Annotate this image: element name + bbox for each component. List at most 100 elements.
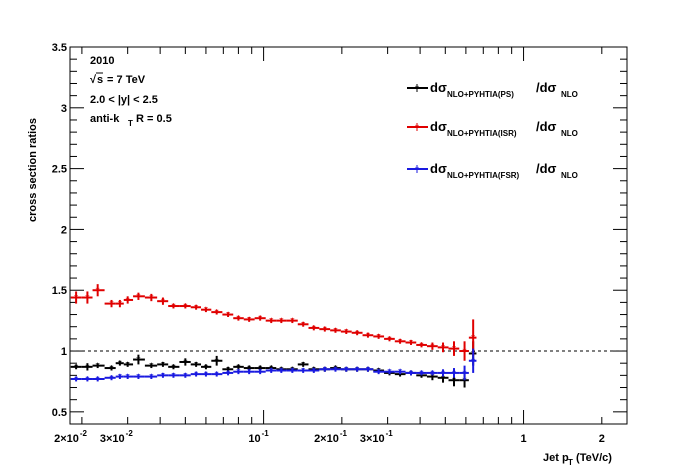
x-axis-title-unit: (TeV/c) — [573, 452, 612, 464]
point-marker: * — [462, 348, 467, 358]
data-point: * — [319, 366, 331, 376]
data-point: * — [340, 366, 352, 376]
point-marker: * — [355, 329, 360, 339]
point-marker: * — [183, 358, 188, 368]
data-point: * — [286, 367, 298, 377]
data-point: * — [168, 363, 180, 373]
legend-label-denominator-sub: NLO — [561, 90, 578, 99]
point-marker: * — [355, 366, 360, 376]
point-marker: * — [85, 363, 90, 373]
y-tick-label: 2.5 — [52, 164, 67, 176]
annotation-algo-main: anti-k — [90, 113, 120, 125]
point-marker: * — [183, 303, 188, 313]
data-point: * — [104, 374, 116, 384]
data-point: * — [179, 372, 191, 382]
data-point: * — [190, 304, 202, 314]
point-marker: * — [85, 294, 90, 304]
point-marker: * — [247, 368, 252, 378]
point-marker: * — [204, 363, 209, 373]
point-marker: * — [409, 339, 414, 349]
point-marker: * — [136, 356, 141, 366]
x-tick-label: 10 -1 — [248, 429, 269, 445]
x-tick-label-exponent: -1 — [262, 429, 270, 438]
point-marker: * — [149, 294, 154, 304]
data-point: * — [123, 361, 134, 371]
point-marker: * — [441, 344, 446, 354]
point-marker: * — [376, 333, 381, 343]
data-point: * — [437, 342, 449, 354]
x-tick-label: 3×10 -2 — [100, 429, 133, 445]
point-marker: * — [171, 303, 176, 313]
annotation-block: 2010 √ s = 7 TeV 2.0 < |y| < 2.5 anti-k … — [90, 55, 172, 128]
point-marker: * — [258, 368, 263, 378]
data-point: * — [104, 299, 116, 310]
data-point: * — [308, 324, 320, 334]
point-marker: * — [236, 315, 241, 325]
data-point: * — [426, 342, 438, 353]
data-point: * — [416, 369, 427, 379]
data-point: * — [211, 355, 223, 367]
annotation-energy-symbol: s — [97, 74, 103, 86]
data-point: * — [70, 291, 82, 304]
point-marker: * — [161, 361, 166, 371]
point-marker: * — [149, 373, 154, 383]
legend-marker: * — [415, 124, 420, 134]
data-point: * — [373, 368, 385, 378]
data-point: * — [81, 291, 93, 304]
x-tick-label: 1 — [520, 433, 526, 445]
data-point: * — [70, 363, 82, 373]
x-axis-title-main: Jet p — [543, 452, 569, 464]
data-point: * — [201, 371, 212, 381]
point-marker: * — [323, 366, 328, 376]
point-marker: * — [301, 367, 306, 377]
point-marker: * — [125, 373, 130, 383]
point-marker: * — [398, 338, 403, 348]
point-marker: * — [462, 377, 467, 387]
x-axis-title-sub: T — [568, 458, 573, 467]
point-marker: * — [118, 373, 123, 383]
data-point: * — [426, 369, 438, 379]
point-marker: * — [109, 300, 114, 310]
data-point: * — [92, 376, 105, 386]
y-tick-label: 3 — [61, 103, 67, 115]
data-point: * — [233, 368, 244, 378]
annotation-algorithm: anti-k T R = 0.5 — [90, 113, 172, 128]
point-marker: * — [452, 345, 457, 355]
data-point: * — [265, 367, 277, 377]
data-point: * — [254, 368, 266, 378]
point-marker: * — [194, 371, 199, 381]
legend-label-denominator: /dσ — [536, 119, 557, 134]
point-marker: * — [430, 343, 435, 353]
data-point: * — [168, 303, 180, 313]
point-marker: * — [366, 332, 371, 342]
x-tick-label-exponent: -2 — [126, 429, 134, 438]
data-point: * — [276, 367, 287, 377]
x-tick-label-value: 2 — [599, 433, 605, 445]
data-point: * — [92, 362, 105, 372]
data-point: * — [362, 366, 374, 376]
data-point: * — [201, 363, 212, 373]
point-marker: * — [236, 363, 241, 373]
point-marker: * — [387, 368, 392, 378]
point-marker: * — [290, 317, 295, 327]
data-point: * — [384, 368, 395, 378]
point-marker: * — [471, 357, 476, 367]
point-marker: * — [74, 363, 79, 373]
point-marker: * — [109, 365, 114, 375]
data-point: * — [157, 361, 169, 371]
point-marker: * — [279, 317, 284, 327]
legend: * dσ NLO+PYHTIA(PS)/dσ NLO* dσ NLO+PYHTIA(ISR… — [407, 80, 578, 180]
annotation-algo-rest: R = 0.5 — [133, 113, 172, 125]
data-point: * — [297, 321, 309, 331]
data-point: * — [405, 369, 417, 379]
legend-entry-ps: * dσ NLO+PYHTIA(PS) /dσ NLO — [407, 80, 578, 99]
point-marker: * — [171, 372, 176, 382]
data-point: * — [308, 367, 320, 377]
legend-label-denominator-sub: NLO — [561, 129, 578, 138]
y-tick-label: 3.5 — [52, 42, 67, 54]
data-point: * — [394, 368, 406, 378]
point-marker: * — [136, 293, 141, 303]
data-point: * — [144, 362, 158, 372]
legend-label-denominator: /dσ — [536, 161, 557, 176]
point-marker: * — [125, 361, 130, 371]
